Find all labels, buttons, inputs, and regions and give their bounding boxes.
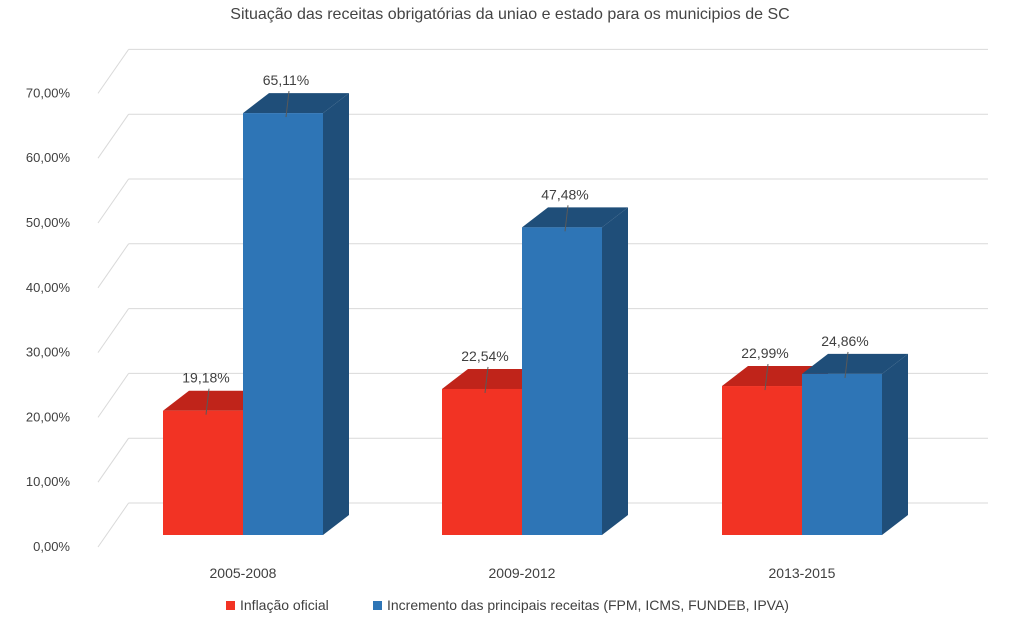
bar-side-incremento — [323, 93, 349, 536]
bar-incremento — [802, 373, 882, 535]
legend-label: Incremento das principais receitas (FPM,… — [387, 597, 789, 613]
x-category-label: 2009-2012 — [489, 565, 556, 581]
bar-top-incremento — [802, 353, 908, 374]
bar-inflacao — [163, 410, 243, 535]
y-tick-label: 50,00% — [26, 215, 71, 230]
legend-swatch — [226, 601, 235, 610]
bar-top-inflacao — [163, 390, 269, 411]
x-category-label: 2005-2008 — [210, 565, 277, 581]
bar-top-inflacao — [722, 366, 828, 387]
data-label-leader — [205, 388, 210, 415]
bars — [163, 93, 908, 536]
data-labels: 19,18% 65,11% 2005-2008 22,54% 47,48% 2009-20… — [182, 72, 868, 581]
gridline-depth — [97, 49, 130, 94]
bar-incremento — [522, 227, 602, 536]
legend: Inflação oficial Incremento das principai… — [226, 597, 789, 613]
gridline-depth — [97, 373, 130, 418]
bar-inflacao — [442, 388, 522, 535]
data-label: 47,48% — [541, 186, 588, 202]
bar-inflacao — [722, 386, 802, 535]
legend-swatch — [373, 601, 382, 610]
gridline-depth — [97, 502, 130, 548]
data-label: 22,54% — [461, 348, 508, 364]
bar-top-inflacao — [442, 368, 548, 389]
data-label-leader — [764, 363, 769, 391]
gridline-depth — [97, 178, 130, 224]
gridline-depth — [97, 437, 130, 483]
data-label: 19,18% — [182, 370, 229, 386]
bar-top-incremento — [243, 93, 349, 114]
y-tick-label: 70,00% — [26, 85, 71, 100]
data-label-leader — [564, 205, 569, 232]
data-label-leader — [484, 366, 489, 393]
data-label-leader — [844, 351, 849, 378]
bar-side-incremento — [882, 353, 908, 535]
gridline-depth — [97, 113, 130, 159]
bar-incremento — [243, 113, 323, 536]
bar-side-incremento — [602, 207, 628, 536]
data-label: 24,86% — [821, 333, 868, 349]
legend-label: Inflação oficial — [240, 597, 329, 613]
y-tick-label: 0,00% — [33, 539, 70, 554]
gridline-depth — [97, 243, 130, 289]
data-label-leader — [285, 91, 290, 118]
bar-top-incremento — [522, 207, 628, 228]
data-label: 22,99% — [741, 345, 788, 361]
y-tick-label: 60,00% — [26, 150, 71, 165]
y-tick-label: 30,00% — [26, 345, 71, 360]
x-category-label: 2013-2015 — [769, 565, 836, 581]
gridline-depth — [97, 308, 130, 353]
y-tick-label: 10,00% — [26, 474, 71, 489]
y-tick-label: 40,00% — [26, 280, 71, 295]
chart-title: Situação das receitas obrigatórias da un… — [230, 6, 789, 23]
y-tick-label: 20,00% — [26, 409, 71, 424]
data-label: 65,11% — [263, 72, 309, 88]
